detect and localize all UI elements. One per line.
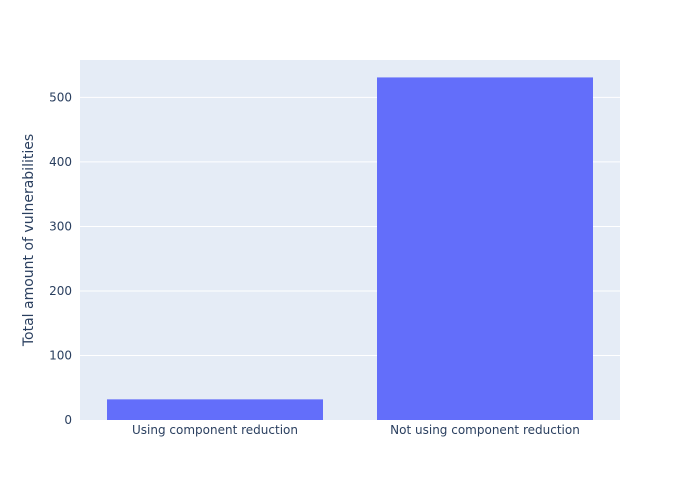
x-axis-ticks: Using component reduction Not using compo… xyxy=(132,423,580,437)
y-tick-label: 200 xyxy=(49,284,72,298)
y-tick-label: 300 xyxy=(49,219,72,233)
y-tick-label: 100 xyxy=(49,348,72,362)
y-axis-title: Total amount of vulnerabilities xyxy=(21,134,37,347)
x-tick-label: Using component reduction xyxy=(132,423,298,437)
y-tick-label: 0 xyxy=(64,413,72,427)
bar-1[interactable] xyxy=(377,77,593,420)
y-axis-ticks: 0 100 200 300 400 500 xyxy=(49,90,72,427)
y-tick-label: 400 xyxy=(49,155,72,169)
bar-0[interactable] xyxy=(107,399,323,420)
x-tick-label: Not using component reduction xyxy=(390,423,580,437)
bars xyxy=(107,77,593,420)
y-tick-label: 500 xyxy=(49,90,72,104)
